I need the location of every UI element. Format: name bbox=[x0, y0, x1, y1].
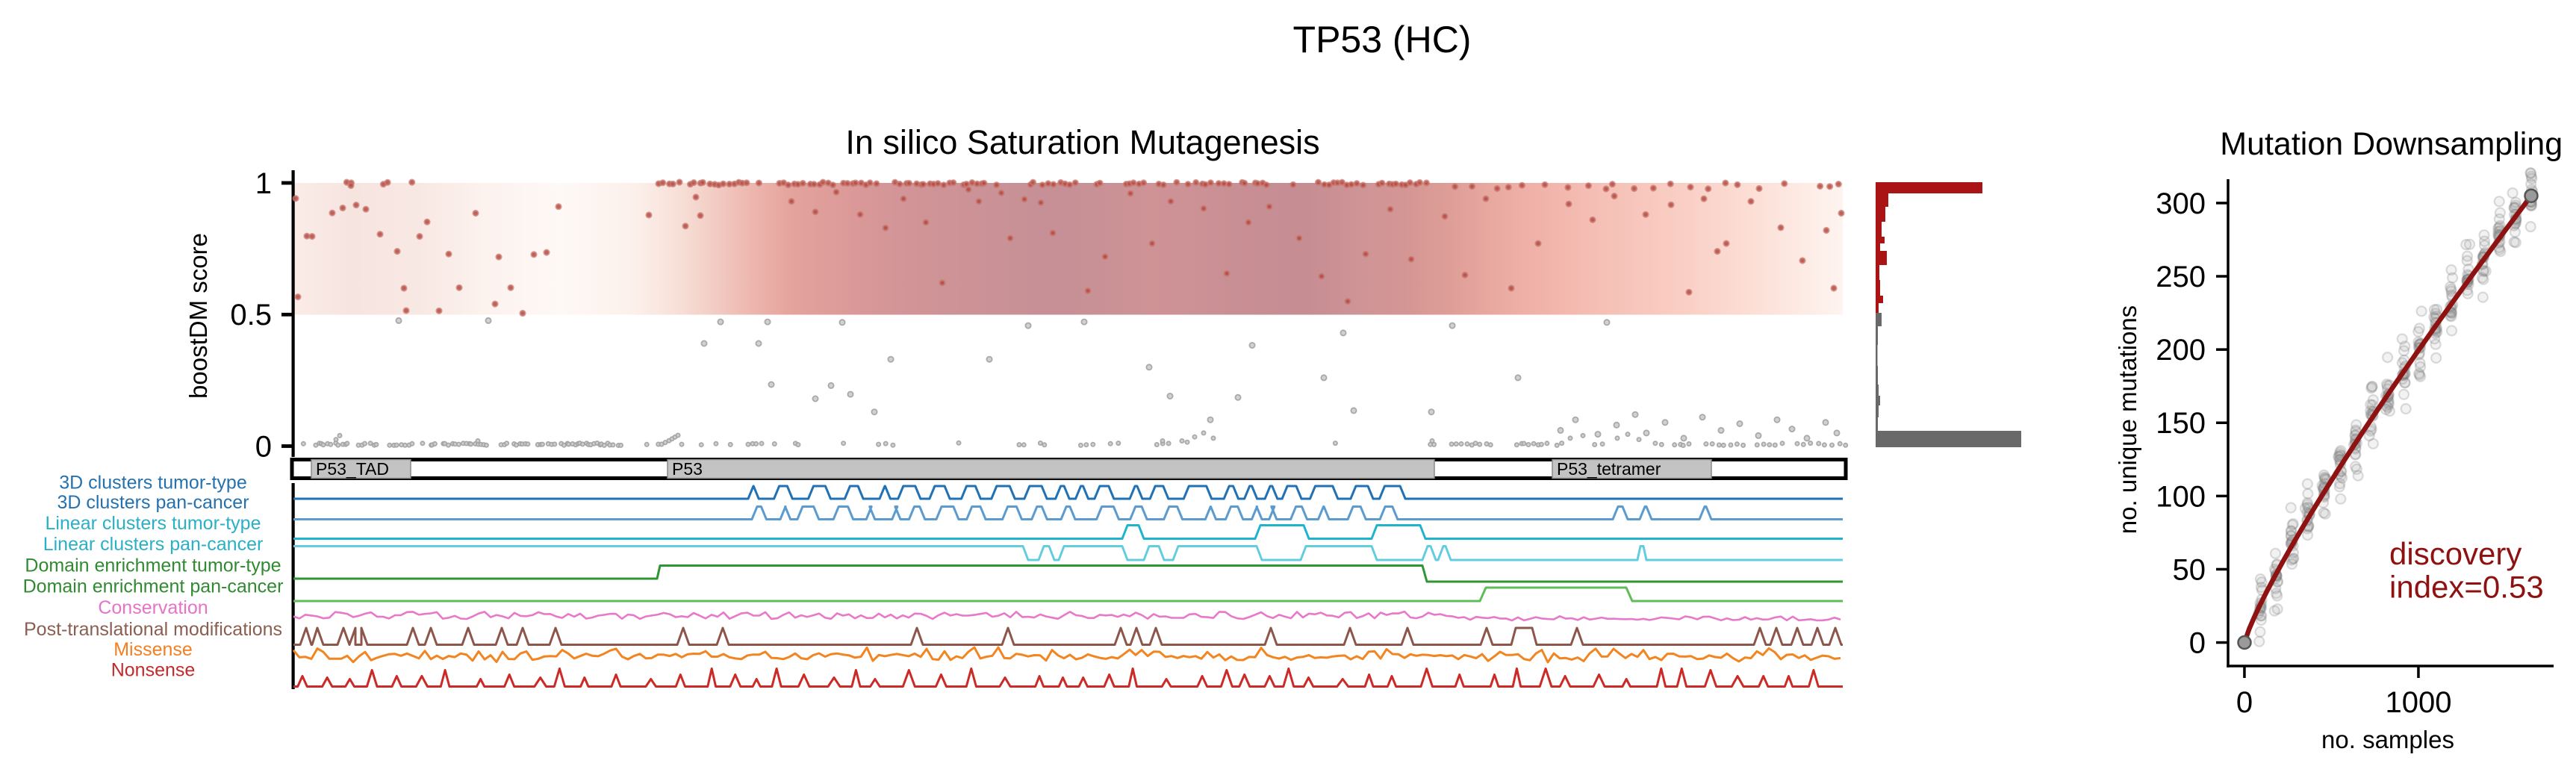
svg-text:Domain enrichment tumor-type: Domain enrichment tumor-type bbox=[25, 556, 281, 576]
svg-text:100: 100 bbox=[2156, 480, 2206, 513]
svg-text:Nonsense: Nonsense bbox=[111, 660, 196, 681]
svg-text:50: 50 bbox=[2173, 553, 2206, 586]
svg-text:Linear clusters tumor-type: Linear clusters tumor-type bbox=[45, 513, 261, 534]
svg-text:no. unique mutations: no. unique mutations bbox=[2114, 305, 2141, 534]
svg-text:Missense: Missense bbox=[113, 639, 193, 660]
svg-text:Post-translational modificatio: Post-translational modifications bbox=[24, 619, 282, 640]
svg-text:0.5: 0.5 bbox=[230, 299, 272, 332]
svg-text:TP53 (HC): TP53 (HC) bbox=[1293, 19, 1472, 60]
svg-text:index=0.53: index=0.53 bbox=[2389, 570, 2544, 605]
svg-text:3D clusters tumor-type: 3D clusters tumor-type bbox=[59, 473, 246, 494]
svg-text:boostDM score: boostDM score bbox=[184, 233, 212, 399]
svg-text:3D clusters pan-cancer: 3D clusters pan-cancer bbox=[57, 492, 249, 513]
svg-text:P53_tetramer: P53_tetramer bbox=[1557, 459, 1661, 479]
svg-text:1: 1 bbox=[255, 167, 272, 200]
svg-text:1000: 1000 bbox=[2386, 686, 2452, 719]
svg-text:P53_TAD: P53_TAD bbox=[316, 459, 389, 479]
svg-text:200: 200 bbox=[2156, 334, 2206, 367]
svg-text:250: 250 bbox=[2156, 261, 2206, 293]
svg-text:discovery: discovery bbox=[2389, 536, 2521, 571]
svg-text:Domain enrichment pan-cancer: Domain enrichment pan-cancer bbox=[23, 576, 284, 597]
svg-text:0: 0 bbox=[2236, 686, 2253, 719]
svg-text:no. samples: no. samples bbox=[2321, 726, 2454, 753]
svg-text:0: 0 bbox=[2189, 627, 2206, 660]
svg-text:Conservation: Conservation bbox=[98, 597, 208, 618]
svg-text:Mutation Downsampling: Mutation Downsampling bbox=[2220, 126, 2563, 162]
svg-text:150: 150 bbox=[2156, 407, 2206, 440]
svg-text:0: 0 bbox=[255, 431, 272, 464]
svg-text:300: 300 bbox=[2156, 187, 2206, 220]
svg-text:Linear clusters pan-cancer: Linear clusters pan-cancer bbox=[43, 534, 264, 555]
svg-text:In silico Saturation Mutagenes: In silico Saturation Mutagenesis bbox=[845, 123, 1319, 161]
svg-text:P53: P53 bbox=[672, 459, 703, 479]
